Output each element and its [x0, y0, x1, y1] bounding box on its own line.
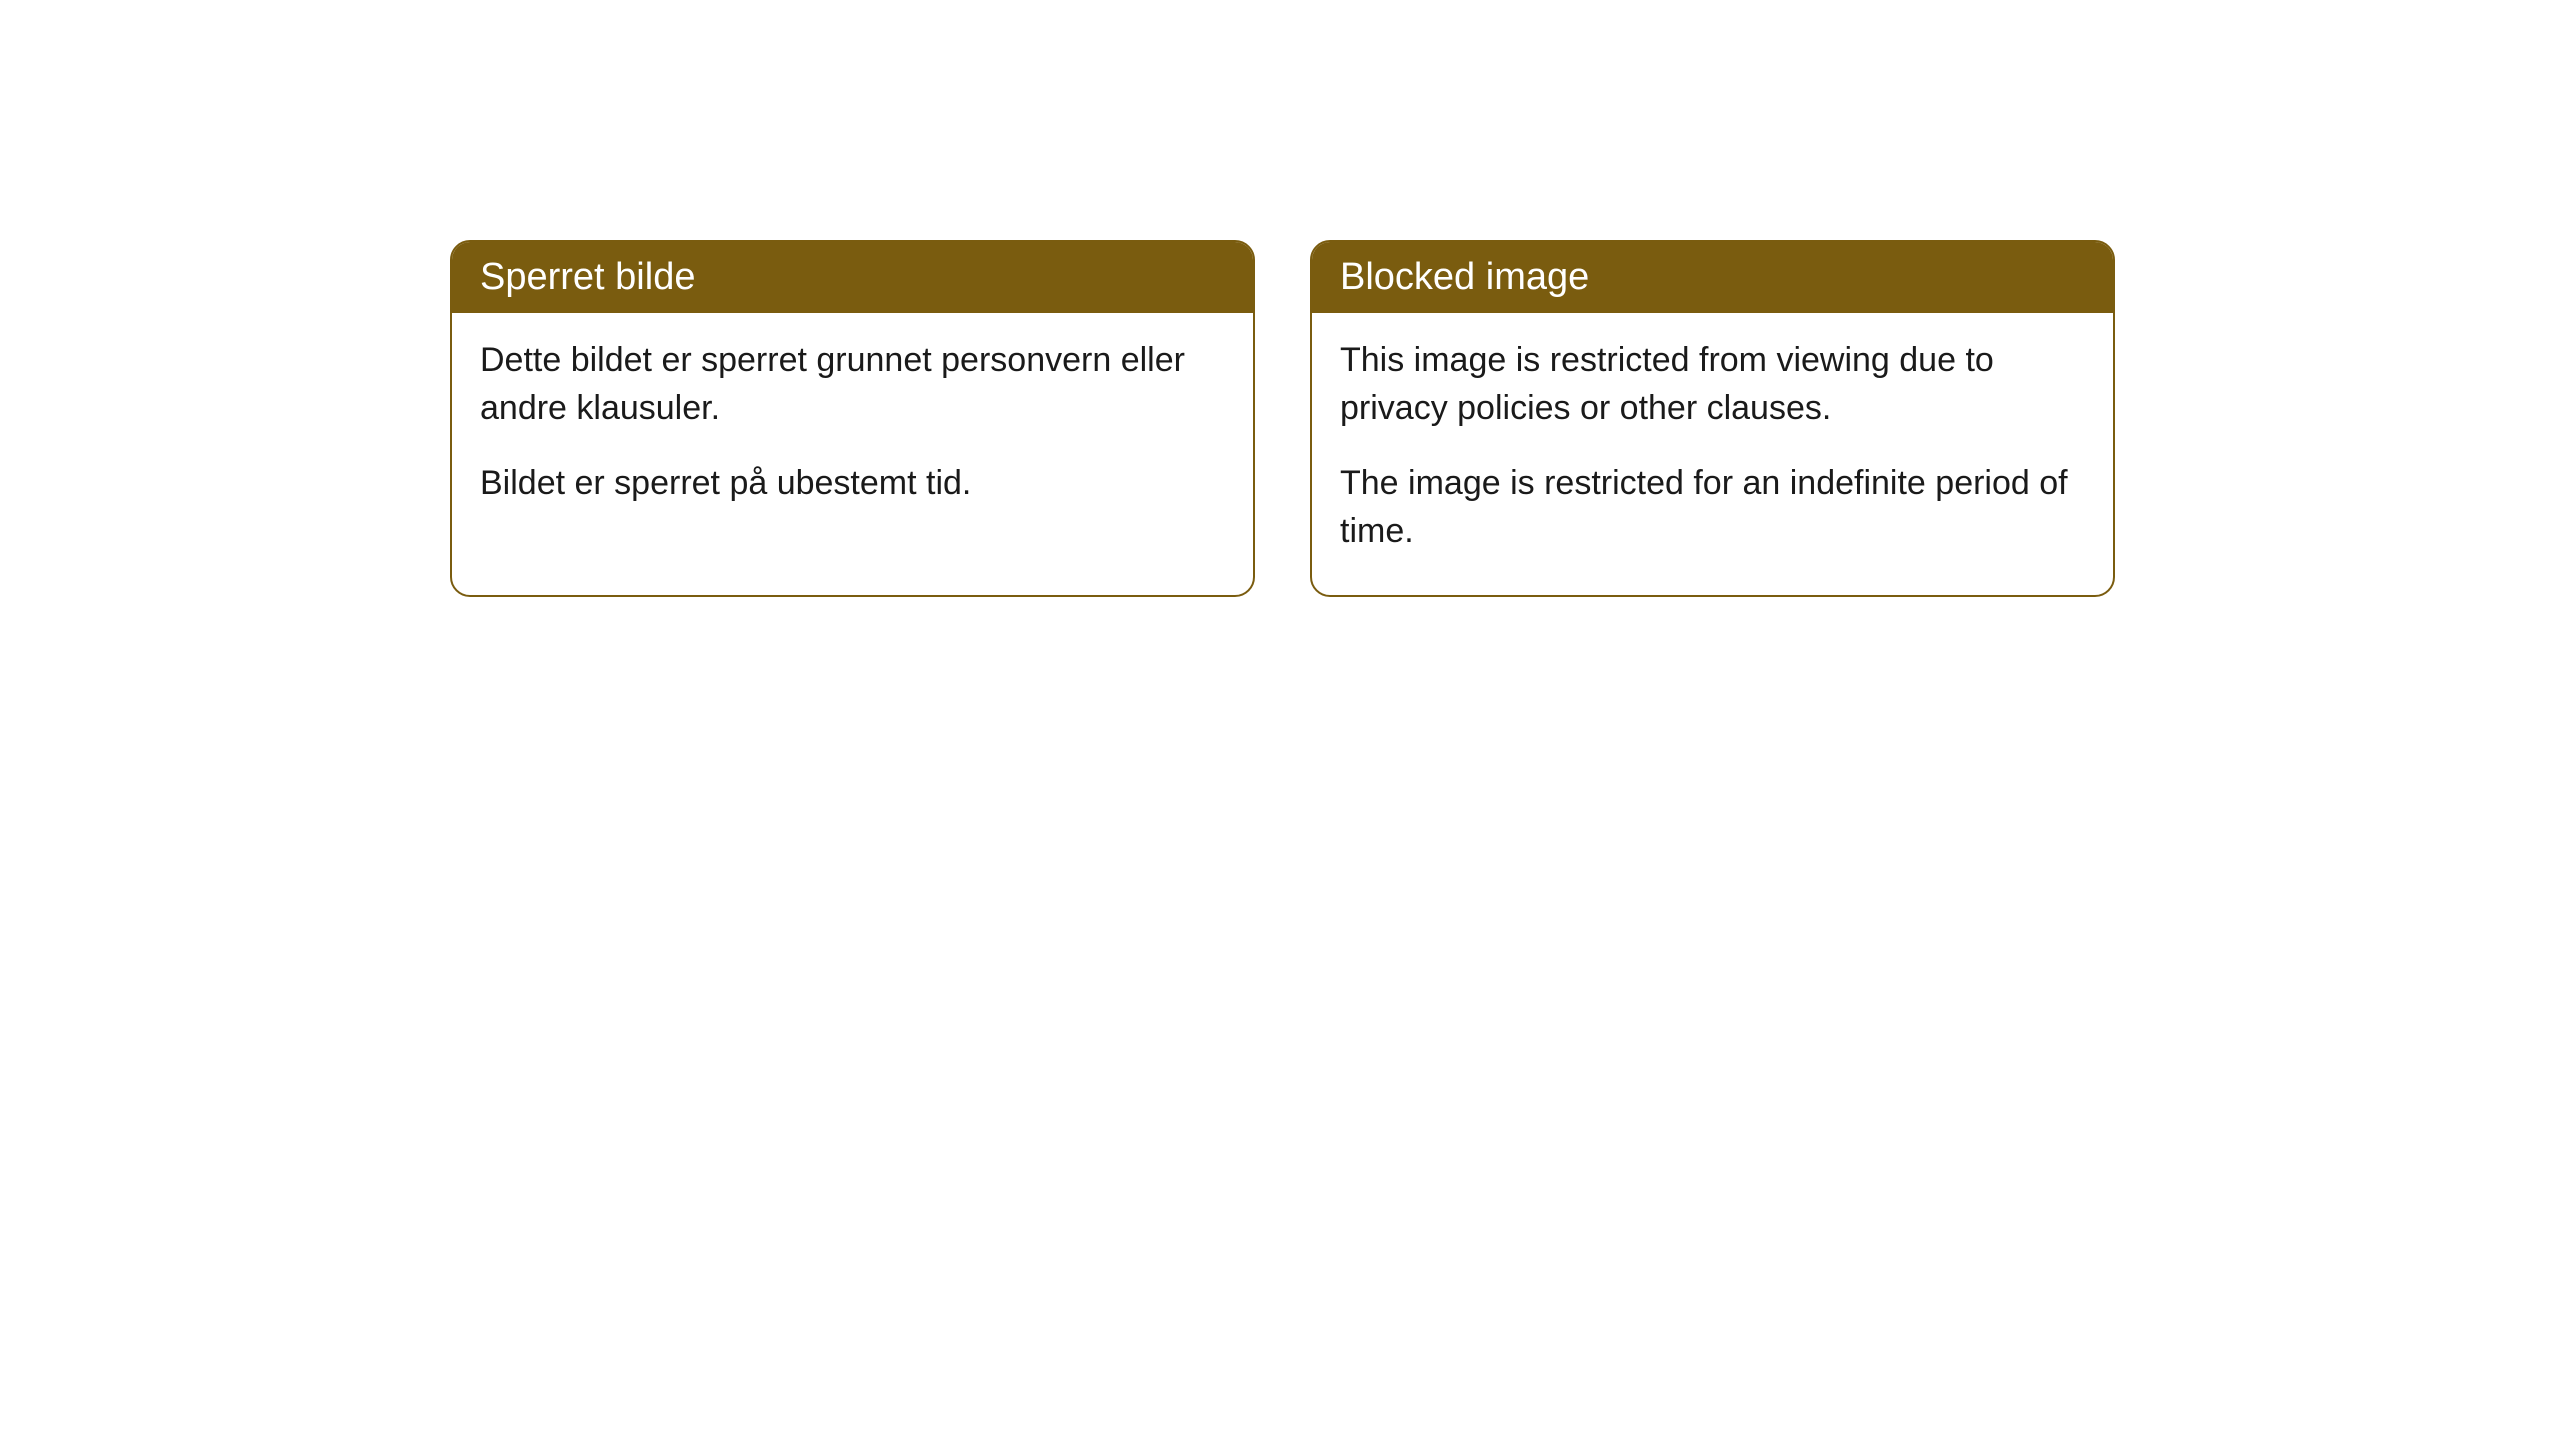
- card-header-norwegian: Sperret bilde: [452, 242, 1253, 313]
- card-title: Blocked image: [1340, 256, 1589, 298]
- blocked-image-card-english: Blocked image This image is restricted f…: [1310, 240, 2115, 597]
- notice-cards-container: Sperret bilde Dette bildet er sperret gr…: [0, 0, 2560, 597]
- card-title: Sperret bilde: [480, 256, 695, 298]
- card-header-english: Blocked image: [1312, 242, 2113, 313]
- card-body-norwegian: Dette bildet er sperret grunnet personve…: [452, 313, 1253, 548]
- card-paragraph-1: This image is restricted from viewing du…: [1340, 337, 2085, 432]
- blocked-image-card-norwegian: Sperret bilde Dette bildet er sperret gr…: [450, 240, 1255, 597]
- card-paragraph-2: Bildet er sperret på ubestemt tid.: [480, 460, 1225, 508]
- card-paragraph-2: The image is restricted for an indefinit…: [1340, 460, 2085, 555]
- card-body-english: This image is restricted from viewing du…: [1312, 313, 2113, 595]
- card-paragraph-1: Dette bildet er sperret grunnet personve…: [480, 337, 1225, 432]
